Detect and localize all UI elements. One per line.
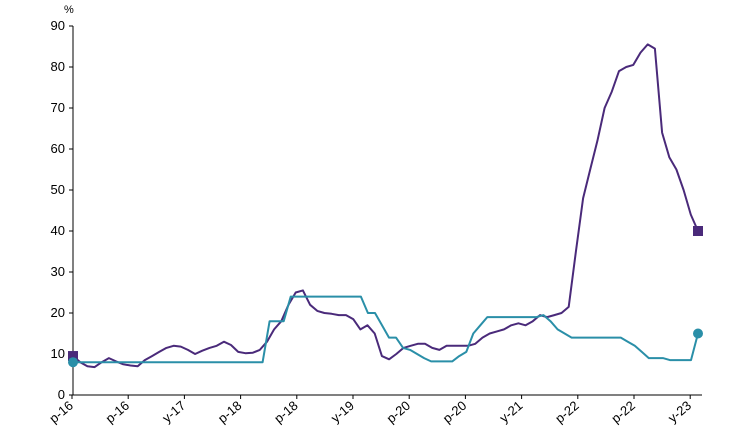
x-axis-tick-labels: p-16 p-16 y-17 p-18 p-18 y-19 p-20 p-20 y-21 p-22…	[46, 395, 694, 426]
x-tick-label: p-18	[215, 398, 245, 426]
x-tick-label: p-18	[271, 398, 301, 426]
y-tick-label: 50	[51, 182, 65, 197]
x-tick-label: p-20	[384, 398, 414, 426]
y-tick-label: 10	[51, 346, 65, 361]
x-tick-label: p-16	[46, 398, 76, 426]
y-axis-unit-label: %	[64, 4, 74, 16]
y-tick-label: 80	[51, 59, 65, 74]
y-tick-label: 70	[51, 100, 65, 115]
series-line-2	[73, 295, 699, 364]
y-tick-label: 60	[51, 141, 65, 156]
x-tick-label: y-17	[159, 398, 188, 426]
x-tick-label: y-19	[328, 398, 357, 426]
series-end-marker-1	[693, 226, 703, 236]
series-start-marker-1	[68, 351, 78, 362]
x-tick-label: p-22	[608, 398, 638, 426]
series-line-1	[72, 43, 699, 369]
x-tick-label: y-21	[497, 398, 526, 426]
x-tick-label: p-20	[440, 398, 470, 426]
y-tick-label: 40	[51, 223, 65, 238]
y-tick-label: 90	[51, 18, 65, 33]
x-tick-label: p-16	[103, 398, 133, 426]
x-tick-label: p-22	[552, 398, 582, 426]
x-tick-label: y-23	[665, 398, 694, 426]
y-tick-label: 20	[51, 305, 65, 320]
series-end-marker-2	[693, 328, 703, 339]
series-group	[68, 43, 703, 369]
y-axis-tick-labels: 0 10 20 30 40 50 60 70 80 90	[51, 18, 73, 402]
y-tick-label: 0	[58, 387, 65, 402]
y-tick-label: 30	[51, 264, 65, 279]
series-start-marker-2	[68, 357, 78, 368]
